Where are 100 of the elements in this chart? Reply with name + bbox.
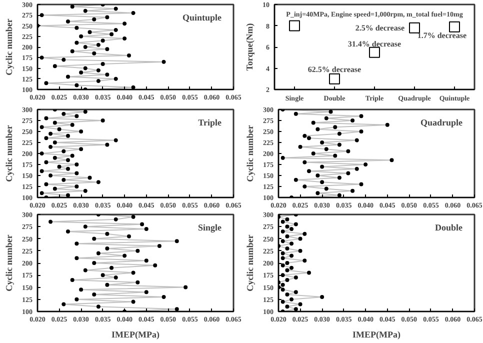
point [83, 110, 88, 114]
point [324, 116, 328, 120]
point [79, 147, 84, 152]
point [40, 13, 44, 18]
point [96, 42, 100, 47]
annotation: Single [198, 222, 222, 232]
point [110, 32, 114, 36]
point [83, 45, 88, 49]
point [74, 40, 79, 45]
point [40, 191, 44, 196]
point [280, 288, 285, 292]
point [316, 127, 320, 132]
point [40, 152, 44, 156]
point [74, 26, 79, 30]
point [290, 227, 294, 232]
point [105, 232, 110, 236]
point [52, 140, 57, 144]
point [74, 256, 79, 260]
annotation: 31.4% decrease [348, 39, 402, 48]
point [83, 224, 88, 229]
point [359, 130, 364, 134]
point [298, 248, 302, 253]
point [302, 232, 307, 236]
point [66, 20, 70, 24]
point [294, 307, 298, 312]
point [306, 270, 311, 275]
point [105, 282, 110, 287]
point [79, 288, 84, 292]
point [369, 46, 380, 58]
point [70, 49, 74, 54]
annotation: 2.5% decrease [355, 23, 405, 32]
annotation: 62.5% decrease [308, 64, 362, 74]
y-axis-title: Cyclic number [245, 234, 255, 292]
point [144, 258, 148, 263]
point [79, 70, 84, 74]
point [285, 304, 290, 309]
point [346, 149, 350, 154]
point [409, 22, 420, 34]
point [316, 191, 320, 196]
point [320, 180, 324, 184]
point [122, 36, 127, 40]
point [44, 136, 48, 140]
point [126, 234, 131, 238]
point [66, 166, 70, 171]
point [114, 28, 118, 32]
point [298, 236, 302, 241]
point [114, 276, 118, 280]
point [290, 242, 294, 246]
point [66, 134, 70, 138]
point [280, 156, 285, 160]
annotation: Double [434, 222, 463, 232]
point [88, 30, 92, 34]
point [131, 270, 136, 275]
point [285, 261, 290, 265]
point [88, 176, 92, 180]
point [350, 188, 355, 193]
point [44, 116, 48, 120]
y-axis-title: Cyclic number [4, 18, 14, 76]
y-axis-title: Cyclic number [4, 234, 14, 292]
point [62, 178, 66, 182]
annotation: Quadruple [420, 118, 463, 128]
point [333, 125, 338, 130]
point [294, 178, 298, 182]
point [74, 83, 79, 88]
point [320, 164, 324, 169]
point [354, 138, 359, 142]
point [62, 112, 66, 116]
point [105, 142, 110, 147]
point [100, 118, 105, 122]
point [114, 76, 118, 81]
point [70, 122, 74, 127]
y-axis-title: Cyclic number [4, 125, 14, 182]
point [114, 217, 118, 222]
point [329, 73, 340, 84]
y-axis-title: Torque(Nm) [244, 23, 254, 71]
point [70, 4, 74, 9]
point [70, 154, 74, 158]
point [96, 304, 100, 309]
point [311, 152, 316, 156]
point [44, 160, 48, 164]
point [157, 244, 162, 248]
point [48, 220, 53, 224]
point [337, 193, 342, 198]
point [74, 162, 79, 166]
point [100, 273, 105, 278]
point [390, 158, 394, 162]
point [359, 114, 364, 118]
point [385, 122, 390, 127]
point [320, 140, 324, 144]
point [350, 118, 355, 122]
point [354, 166, 359, 171]
point [174, 307, 179, 312]
point [449, 21, 460, 32]
point [294, 276, 298, 280]
point [62, 149, 66, 154]
point [285, 278, 290, 282]
point [131, 214, 136, 219]
point [337, 142, 342, 147]
point [105, 15, 110, 20]
point [92, 292, 96, 297]
